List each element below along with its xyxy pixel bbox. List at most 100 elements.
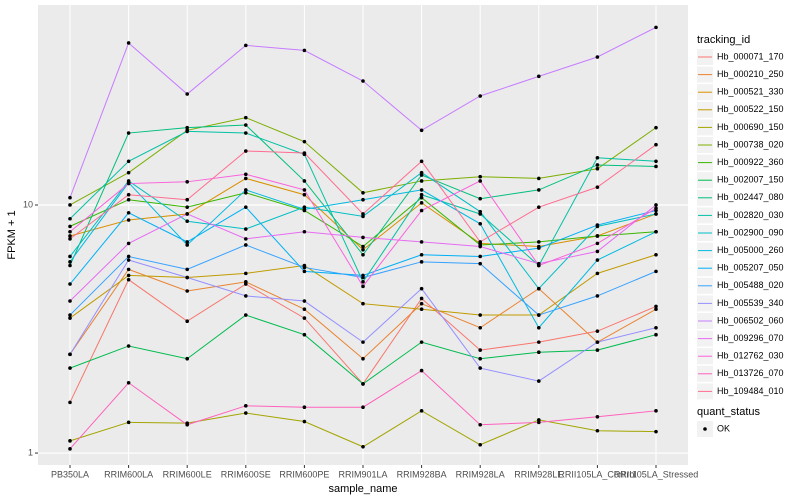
- data-point: [595, 329, 600, 333]
- data-point: [537, 176, 541, 181]
- data-point: [537, 74, 541, 79]
- legend-label: Hb_000071_170: [717, 51, 784, 61]
- data-point: [185, 240, 189, 244]
- data-point: [537, 325, 541, 330]
- data-point: [478, 209, 483, 214]
- data-point: [244, 313, 248, 317]
- data-point: [478, 196, 483, 201]
- data-point: [478, 254, 483, 259]
- data-point: [419, 208, 424, 213]
- legend-label: Hb_000690_150: [717, 122, 784, 132]
- data-point: [537, 286, 541, 291]
- legend-label: Hb_002900_090: [717, 227, 784, 237]
- data-point: [68, 224, 72, 229]
- data-point: [478, 179, 483, 183]
- legend-label: Hb_000922_360: [717, 157, 784, 167]
- data-point: [126, 197, 131, 202]
- data-point: [361, 340, 365, 344]
- data-point: [68, 439, 72, 443]
- data-point: [68, 237, 72, 241]
- point-legend-title: quant_status: [697, 406, 760, 418]
- data-point: [478, 325, 483, 330]
- data-point: [126, 258, 131, 262]
- data-point: [419, 296, 424, 301]
- data-point: [654, 206, 658, 211]
- data-point: [595, 223, 600, 227]
- data-point: [185, 197, 189, 202]
- x-tick-label: RRII105LA_Control: [558, 469, 636, 479]
- data-point: [595, 185, 600, 189]
- data-point: [537, 240, 541, 244]
- data-point: [361, 444, 365, 449]
- data-point: [361, 79, 365, 83]
- data-point: [302, 307, 307, 312]
- data-point: [302, 269, 307, 274]
- data-point: [68, 263, 72, 268]
- data-point: [185, 212, 189, 216]
- data-point: [537, 263, 541, 268]
- data-point: [361, 356, 365, 361]
- x-tick-label: RRIM600LA: [104, 469, 153, 479]
- data-point: [68, 447, 72, 451]
- data-point: [595, 155, 600, 160]
- data-point: [244, 123, 248, 127]
- data-point: [654, 252, 658, 257]
- data-point: [68, 229, 72, 234]
- data-point: [595, 428, 600, 433]
- data-point: [595, 241, 600, 246]
- data-point: [185, 129, 189, 134]
- data-point: [244, 115, 248, 120]
- data-point: [244, 131, 248, 135]
- y-tick-label: 1: [28, 447, 33, 457]
- data-point: [361, 275, 365, 280]
- data-point: [126, 211, 131, 215]
- data-point: [185, 219, 189, 224]
- data-point: [595, 166, 600, 171]
- data-point: [302, 316, 307, 320]
- data-point: [244, 43, 248, 48]
- data-point: [419, 307, 424, 312]
- data-point: [244, 205, 248, 209]
- legend-label: Hb_006502_060: [717, 315, 784, 325]
- data-point: [654, 229, 658, 234]
- data-point: [595, 163, 600, 167]
- data-point: [478, 422, 483, 427]
- data-point: [126, 41, 131, 45]
- data-point: [361, 197, 365, 202]
- legend-label: Hb_005539_340: [717, 298, 784, 308]
- x-tick-label: RRIM928LA: [456, 469, 505, 479]
- data-point: [595, 249, 600, 254]
- data-point: [419, 188, 424, 192]
- data-point: [185, 422, 189, 427]
- x-tick-label: RRIM928LE: [514, 469, 563, 479]
- data-point: [68, 352, 72, 357]
- data-point: [478, 221, 483, 226]
- data-point: [126, 218, 131, 222]
- data-point: [419, 201, 424, 205]
- data-point: [185, 205, 189, 209]
- x-tick-label: RRIM901LA: [338, 469, 387, 479]
- data-point: [419, 286, 424, 291]
- legend-label: Hb_000738_020: [717, 139, 784, 149]
- data-point: [478, 94, 483, 98]
- data-point: [126, 277, 131, 282]
- data-point: [244, 271, 248, 276]
- data-point: [185, 356, 189, 361]
- data-point: [361, 280, 365, 284]
- data-point: [654, 203, 658, 207]
- x-tick-label: RRIM600LE: [163, 469, 212, 479]
- data-point: [126, 159, 131, 164]
- y-axis-label: FPKM + 1: [6, 210, 18, 259]
- data-point: [302, 332, 307, 337]
- data-point: [478, 348, 483, 352]
- data-point: [68, 366, 72, 370]
- data-point: [478, 313, 483, 317]
- data-point: [537, 313, 541, 317]
- data-point: [361, 190, 365, 195]
- data-point: [244, 243, 248, 247]
- data-point: [244, 294, 248, 298]
- data-point: [126, 192, 131, 197]
- x-tick-label: RRIM600SE: [221, 469, 271, 479]
- x-tick-label: RRII105LA_Stressed: [614, 469, 699, 479]
